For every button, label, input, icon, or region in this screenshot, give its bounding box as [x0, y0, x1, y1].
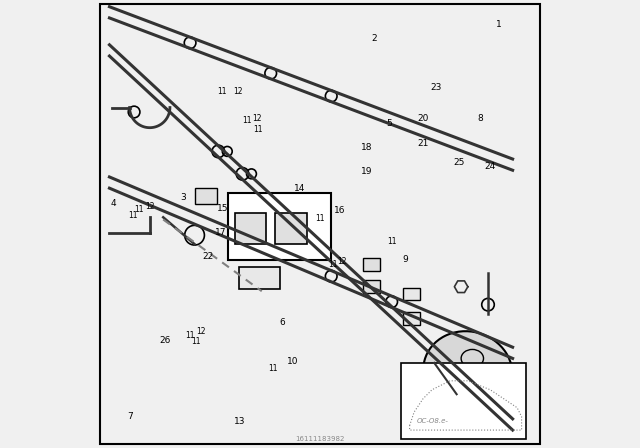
Text: 4: 4	[110, 199, 116, 208]
Text: 17: 17	[215, 228, 227, 237]
Text: 11: 11	[128, 211, 138, 220]
Text: 7: 7	[127, 412, 132, 421]
Text: 10: 10	[287, 358, 299, 366]
Text: 18: 18	[362, 143, 372, 152]
Text: 11: 11	[218, 87, 227, 96]
Text: 12: 12	[233, 87, 243, 96]
FancyBboxPatch shape	[228, 193, 332, 260]
Text: 11: 11	[329, 260, 338, 269]
Text: 8: 8	[477, 114, 483, 123]
Text: 11: 11	[387, 237, 396, 246]
Ellipse shape	[423, 331, 513, 413]
FancyBboxPatch shape	[239, 267, 280, 289]
Text: 12: 12	[196, 327, 206, 336]
Text: 22: 22	[202, 252, 214, 261]
Text: OC-O8.e-: OC-O8.e-	[417, 418, 448, 424]
FancyBboxPatch shape	[362, 280, 380, 293]
FancyBboxPatch shape	[195, 188, 217, 204]
Text: 15: 15	[216, 204, 228, 213]
Text: 25: 25	[453, 158, 465, 167]
FancyBboxPatch shape	[235, 213, 266, 244]
Text: 11: 11	[253, 125, 263, 134]
Text: 14: 14	[294, 184, 305, 193]
Text: 26: 26	[160, 336, 171, 345]
Text: 23: 23	[431, 83, 442, 92]
Text: 11: 11	[268, 364, 278, 373]
FancyBboxPatch shape	[403, 288, 420, 300]
Text: 19: 19	[362, 167, 372, 176]
Text: 11: 11	[242, 116, 252, 125]
Text: 3: 3	[180, 193, 186, 202]
Text: 11: 11	[316, 214, 324, 223]
Text: 12: 12	[145, 202, 154, 211]
Text: 12: 12	[253, 114, 262, 123]
Text: 24: 24	[484, 162, 496, 171]
Text: 13: 13	[234, 417, 245, 426]
Text: 11: 11	[186, 331, 195, 340]
FancyBboxPatch shape	[403, 312, 420, 325]
FancyBboxPatch shape	[275, 213, 307, 244]
Text: 21: 21	[417, 139, 429, 148]
Text: 16111183982: 16111183982	[295, 436, 345, 442]
FancyBboxPatch shape	[401, 363, 526, 439]
Text: 9: 9	[403, 255, 408, 264]
Text: 6: 6	[279, 318, 285, 327]
Text: 12: 12	[338, 257, 347, 266]
FancyBboxPatch shape	[362, 258, 380, 271]
Text: 20: 20	[417, 114, 429, 123]
Text: 11: 11	[191, 337, 200, 346]
Text: 11: 11	[134, 205, 143, 214]
Text: 5: 5	[387, 119, 392, 128]
Text: 1: 1	[497, 20, 502, 29]
Text: 2: 2	[371, 34, 376, 43]
Text: 16: 16	[335, 206, 346, 215]
